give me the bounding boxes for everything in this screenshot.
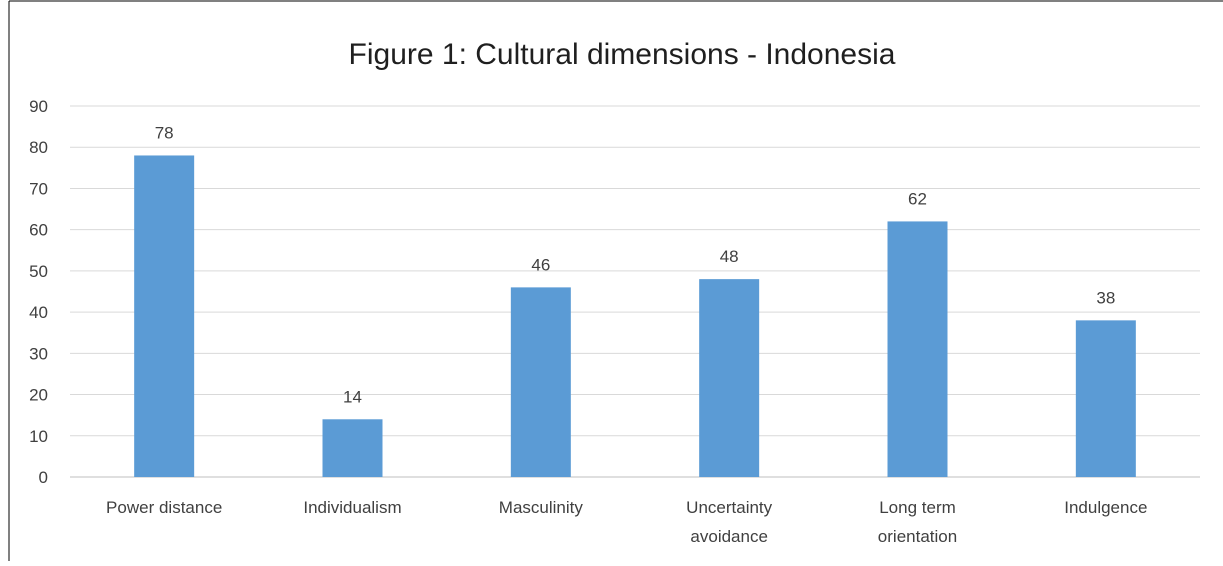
data-label: 14: [343, 387, 362, 406]
x-tick-label: Individualism: [303, 498, 401, 517]
y-tick-label: 10: [29, 427, 48, 446]
y-axis-tick-labels: 0 10 20 30 40 50 60 70 80 90: [29, 97, 48, 487]
x-tick-label: orientation: [878, 527, 957, 546]
y-tick-label: 60: [29, 221, 48, 240]
chart-title: Figure 1: Cultural dimensions - Indonesi…: [349, 38, 896, 71]
x-axis-category-labels: Power distance Individualism Masculinity Un…: [106, 498, 1147, 546]
x-tick-label: avoidance: [690, 527, 768, 546]
bar-layer: [134, 155, 1136, 477]
data-label: 38: [1096, 288, 1115, 307]
x-tick-label: Power distance: [106, 498, 222, 517]
y-tick-label: 0: [39, 468, 48, 487]
bar: [134, 155, 195, 477]
data-label: 48: [720, 247, 739, 266]
bar: [887, 221, 948, 477]
x-tick-label: Uncertainty: [686, 498, 772, 517]
y-tick-label: 30: [29, 344, 48, 363]
data-label: 78: [155, 123, 174, 142]
x-tick-label: Masculinity: [499, 498, 584, 517]
y-tick-label: 40: [29, 303, 48, 322]
grid-layer: [70, 105, 1200, 478]
x-tick-label: Long term: [879, 498, 956, 517]
bar: [699, 279, 760, 477]
y-tick-label: 20: [29, 386, 48, 405]
bar: [322, 419, 383, 477]
y-tick-label: 70: [29, 179, 48, 198]
x-tick-label: Indulgence: [1064, 498, 1147, 517]
y-tick-label: 80: [29, 138, 48, 157]
y-tick-label: 50: [29, 262, 48, 281]
bar: [510, 287, 571, 477]
data-label-layer: 78 14 46 48 62 38: [155, 123, 1116, 406]
y-tick-label: 90: [29, 97, 48, 116]
data-label: 46: [531, 255, 550, 274]
data-label: 62: [908, 189, 927, 208]
bar: [1075, 320, 1136, 477]
